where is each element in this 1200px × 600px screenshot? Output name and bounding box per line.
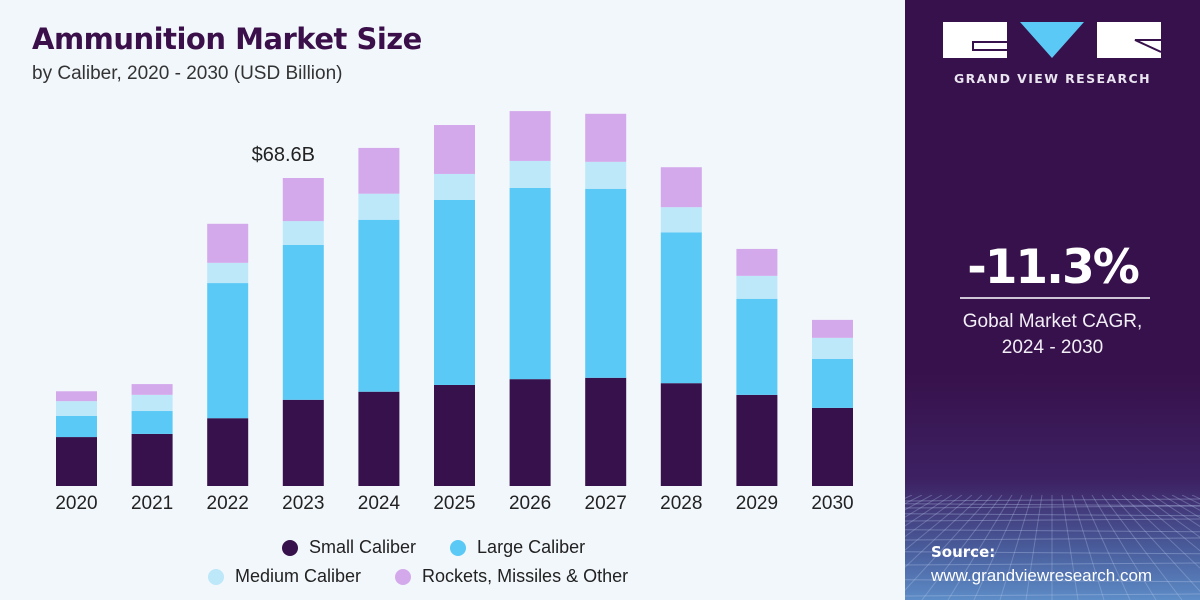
bar-small-caliber-2020	[56, 437, 97, 486]
bar-rockets-missiles-other-2020	[56, 391, 97, 402]
bar-large-caliber-2021	[131, 411, 173, 434]
bar-small-caliber-2030	[812, 407, 853, 486]
legend-item-large-caliber: Large Caliber	[450, 537, 585, 558]
bar-large-caliber-2027	[585, 188, 627, 378]
x-tick-label: 2029	[736, 493, 778, 514]
source-link[interactable]: www.grandviewresearch.com	[931, 566, 1153, 585]
bar-medium-caliber-2030	[812, 337, 853, 359]
cagr-label-line-1: Gobal Market CAGR,	[962, 311, 1143, 332]
bar-large-caliber-2025	[434, 200, 475, 385]
gvr-logo-icon	[943, 22, 1161, 58]
legend-label-large-caliber: Large Caliber	[477, 537, 586, 557]
stacked-bar-chart: 2020 2021 2022 2023 $68.6B 2024 2025 2026 2027 20…	[55, 111, 854, 514]
x-tick-label: 2024	[358, 493, 401, 514]
bar-small-caliber-2025	[434, 384, 475, 486]
cagr-label-line-2: 2024 - 2030	[1001, 337, 1104, 358]
legend-label-small-caliber: Small Caliber	[309, 537, 417, 557]
legend-row-2: Medium Caliber Rockets, Missiles & Other	[208, 566, 628, 587]
bar-medium-caliber-2023	[282, 221, 324, 245]
bar-rockets-missiles-other-2027	[585, 113, 627, 162]
x-tick-label: 2021	[131, 493, 173, 514]
bar-medium-caliber-2027	[585, 161, 627, 189]
x-tick-label: 2020	[55, 493, 97, 514]
bar-rockets-missiles-other-2025	[434, 125, 475, 174]
legend-label-medium-caliber: Medium Caliber	[235, 566, 362, 586]
chart-subtitle: by Caliber, 2020 - 2030 (USD Billion)	[32, 63, 343, 84]
bar-small-caliber-2021	[131, 433, 173, 486]
cagr-label: Gobal Market CAGR, 2024 - 2030	[905, 309, 1200, 361]
bar-small-caliber-2022	[207, 418, 249, 486]
x-tick-label: 2022	[207, 493, 249, 514]
bar-large-caliber-2024	[358, 219, 400, 392]
bar-large-caliber-2028	[660, 232, 702, 384]
bar-small-caliber-2023	[282, 399, 324, 486]
legend-item-medium-caliber: Medium Caliber	[208, 566, 361, 587]
bar-medium-caliber-2025	[434, 173, 475, 200]
bar-large-caliber-2022	[207, 283, 249, 419]
legend-swatch-rockets-missiles-other	[395, 568, 412, 585]
legend-swatch-large-caliber	[450, 539, 467, 556]
bar-rockets-missiles-other-2024	[358, 147, 400, 194]
legend-item-rockets-missiles-other: Rockets, Missiles & Other	[395, 566, 628, 587]
bar-small-caliber-2027	[585, 377, 627, 486]
x-tick-label: 2027	[585, 493, 627, 514]
bar-medium-caliber-2021	[131, 394, 173, 412]
bar-medium-caliber-2022	[207, 262, 249, 284]
bar-large-caliber-2026	[509, 187, 551, 380]
grid-floor-decoration	[905, 495, 1200, 600]
bar-large-caliber-2020	[56, 415, 97, 438]
bar-large-caliber-2030	[812, 358, 853, 408]
bar-rockets-missiles-other-2026	[509, 111, 551, 161]
bar-small-caliber-2024	[358, 391, 400, 486]
bar-rockets-missiles-other-2029	[736, 248, 778, 276]
bar-large-caliber-2023	[282, 244, 324, 400]
bar-medium-caliber-2026	[509, 160, 551, 188]
bar-medium-caliber-2024	[358, 193, 400, 220]
bar-small-caliber-2028	[660, 383, 702, 486]
bar-medium-caliber-2020	[56, 401, 97, 416]
bar-rockets-missiles-other-2028	[660, 167, 702, 208]
bar-rockets-missiles-other-2022	[207, 223, 249, 263]
bar-rockets-missiles-other-2021	[131, 384, 173, 395]
x-tick-label: 2023	[282, 493, 324, 514]
summary-panel: GRAND VIEW RESEARCH -11.3% Gobal Market …	[905, 0, 1200, 600]
x-tick-label: 2026	[509, 493, 551, 514]
cagr-value: -11.3%	[967, 240, 1140, 295]
bar-large-caliber-2029	[736, 298, 778, 395]
bar-small-caliber-2026	[509, 379, 551, 486]
legend-row-1: Small Caliber Large Caliber	[282, 537, 585, 558]
legend-item-small-caliber: Small Caliber	[282, 537, 416, 558]
cagr-divider	[960, 297, 1150, 299]
bar-medium-caliber-2029	[736, 275, 778, 299]
bar-medium-caliber-2028	[660, 207, 702, 233]
data-label-2023: $68.6B	[252, 144, 315, 166]
source-label: Source:	[931, 543, 996, 561]
chart-area: Ammunition Market Size by Caliber, 2020 …	[32, 22, 854, 587]
x-tick-label: 2025	[433, 493, 475, 514]
chart-title: Ammunition Market Size	[32, 22, 422, 56]
bar-rockets-missiles-other-2023	[282, 178, 324, 222]
legend-swatch-medium-caliber	[208, 568, 224, 585]
x-tick-label: 2028	[660, 493, 702, 514]
brand-name: GRAND VIEW RESEARCH	[954, 71, 1151, 86]
x-tick-label: 2030	[811, 493, 853, 514]
legend-swatch-small-caliber	[282, 539, 298, 556]
legend-label-rockets-missiles-other: Rockets, Missiles & Other	[422, 566, 629, 586]
bar-rockets-missiles-other-2030	[812, 319, 853, 338]
bar-small-caliber-2029	[736, 394, 778, 486]
